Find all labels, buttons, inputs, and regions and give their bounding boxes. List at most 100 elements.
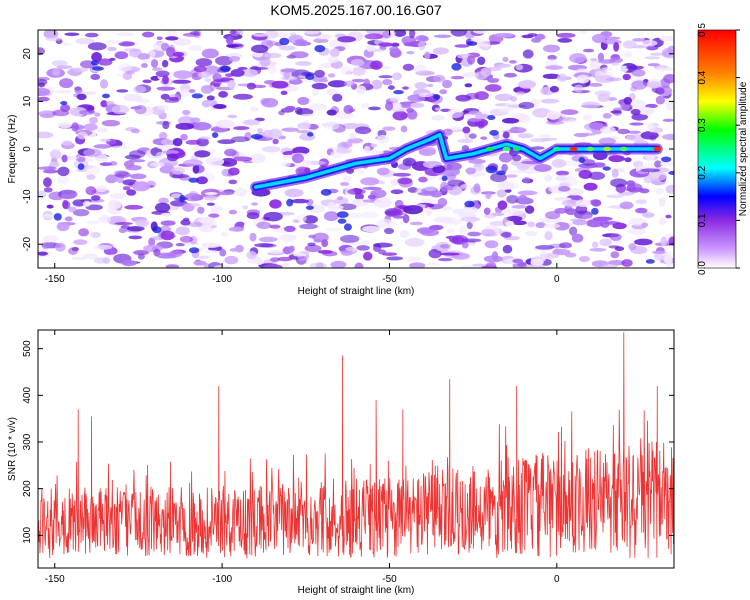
heat-blob [461,241,469,249]
heat-blob [506,215,523,222]
heat-blob [646,81,662,89]
heat-blob [205,249,219,254]
heat-blob [384,227,395,235]
heat-blob [288,245,295,252]
heat-blob [58,122,72,129]
heat-blob [378,75,393,79]
heat-blob [153,248,161,257]
heat-blob [469,133,477,139]
heat-blob [472,30,488,34]
heat-blob [133,249,150,256]
heat-blob [530,258,544,266]
heat-blob [38,131,54,139]
heat-blob [565,188,584,196]
heat-blob [426,83,434,88]
heat-blob [277,256,293,262]
heat-blob [418,92,434,98]
heat-blob [203,195,218,201]
heat-blob [366,44,376,52]
heat-blob [82,253,98,260]
heat-blob [278,45,296,51]
heat-blob [462,126,471,134]
heat-blob [450,30,467,37]
colorbar: 0.0 0.1 0.2 0.3 0.4 0.5 Normalized spectral a… [697,23,749,275]
heat-blob [402,63,415,71]
heat-blob [93,144,112,149]
heat-blob [38,47,45,56]
heat-blob [517,190,538,196]
heat-blob [661,85,671,89]
heat-blob [108,199,122,210]
heat-blob [133,85,147,94]
heat-blob [226,44,238,48]
heat-blob [611,61,620,66]
x-tick-label: -100 [212,574,232,585]
heat-blob [399,102,413,109]
heat-blob [188,88,196,94]
heat-blob [142,58,152,63]
heat-blob [325,227,340,232]
heat-blob [338,203,357,211]
heat-blob [635,207,648,214]
heat-blob [175,242,185,247]
heat-blob [641,222,649,228]
heat-blob [446,228,456,234]
heat-blob [494,93,513,102]
heat-blob [602,113,612,119]
heat-blob [364,33,384,40]
heat-blob [477,120,485,129]
heat-blob [221,231,230,237]
heat-blob [132,181,151,192]
heat-blob [589,60,600,70]
heat-blob [46,204,54,209]
heat-blob [304,244,322,253]
x-tick-label: -50 [382,574,397,585]
heat-blob [488,78,500,82]
heat-blob [502,56,509,63]
heat-blob [62,199,69,209]
heat-blob [117,73,125,77]
heat-blob [389,96,401,102]
heat-blob [467,117,482,122]
heat-blob [118,227,127,234]
heat-blob [393,89,404,95]
heat-blob [134,104,147,115]
heat-blob [213,264,232,268]
heat-blob [608,155,625,163]
heat-blob [352,66,366,76]
heat-blob [314,69,326,78]
heat-blob [370,189,387,199]
heat-blob [490,172,507,183]
heat-blob [162,75,169,85]
heat-blob [451,62,462,71]
heat-blob [101,119,121,127]
heat-blob [406,256,421,262]
heat-blob [506,174,518,178]
heat-blob [629,122,644,126]
heat-blob [77,163,85,170]
heat-blob [337,218,347,224]
heat-blob [418,146,436,154]
heat-blob [373,242,393,248]
heat-blob [160,212,172,217]
heat-blob [624,157,632,163]
heat-blob [660,156,672,163]
heat-blob [477,56,486,66]
heat-blob [422,161,442,168]
heat-blob [586,218,604,228]
heat-blob [631,69,646,77]
heat-blob [215,30,224,34]
heat-blob [295,61,312,67]
heat-blob [661,49,674,59]
heat-blob [124,204,144,210]
heat-blob [256,221,272,230]
heat-blob [284,105,296,112]
heat-blob [433,34,452,38]
heat-blob [484,240,499,249]
heat-blob [483,43,490,48]
y-tick-label: 300 [22,433,33,450]
heat-blob [609,57,623,64]
ridge-peak [603,146,612,152]
heat-blob [57,174,69,185]
heat-blob [438,257,453,262]
